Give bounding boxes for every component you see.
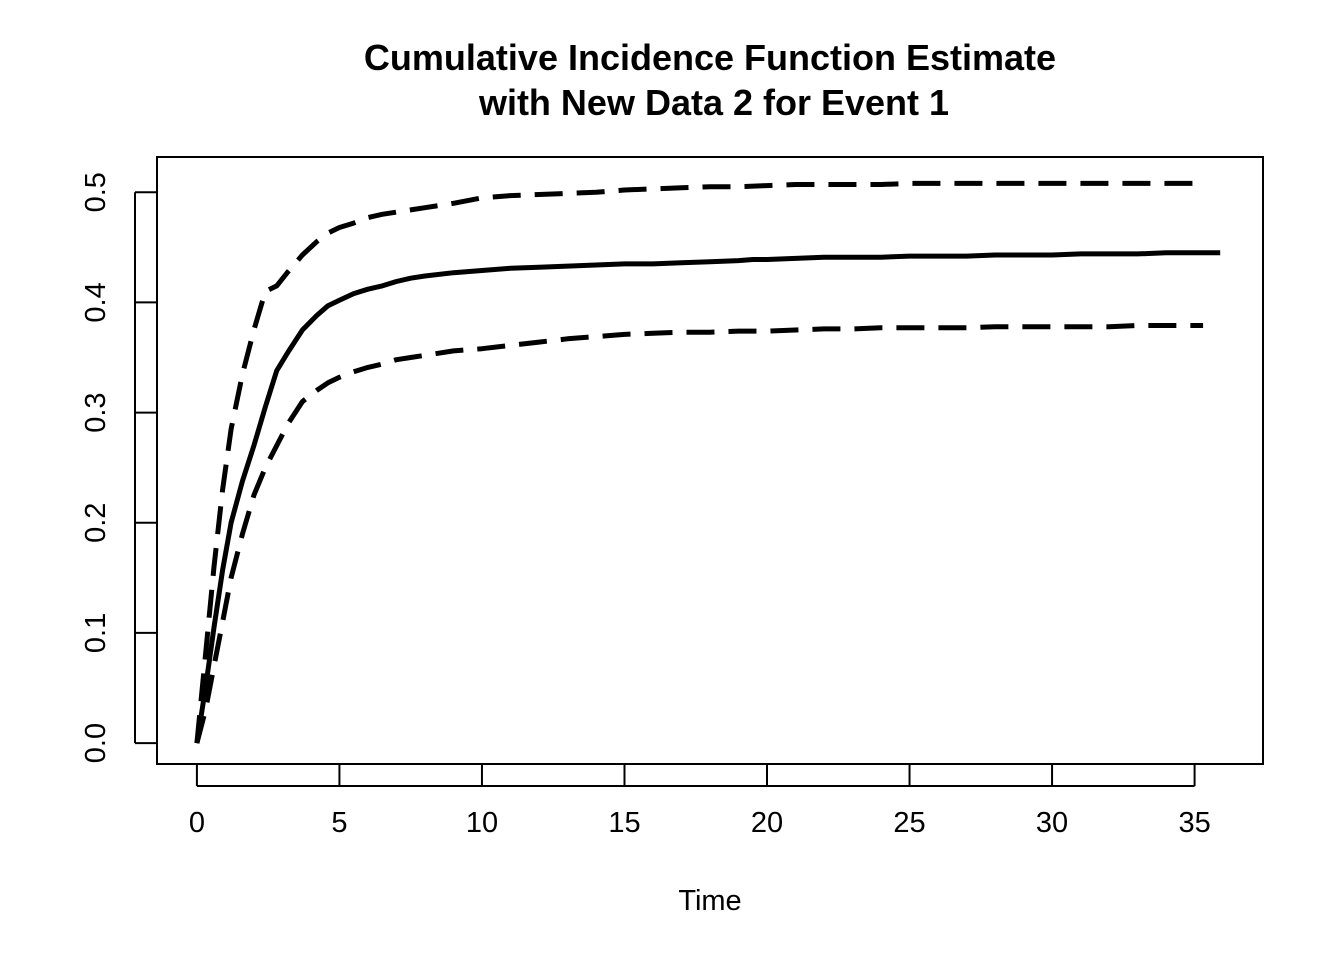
x-tick-label: 30 [1036,807,1068,839]
chart-title-line-1: Cumulative Incidence Function Estimate [364,37,1056,78]
x-tick-label: 20 [751,807,783,839]
estimate-line [194,250,1221,744]
x-tick-label: 5 [331,807,347,839]
plot-frame [156,156,1264,765]
x-axis-label: Time [678,885,741,917]
x-tick-label: 0 [189,807,205,839]
x-tick-label: 15 [608,807,640,839]
x-tick-label: 10 [466,807,498,839]
upper-bound-line [194,180,1204,744]
y-tick-label: 0.5 [80,172,112,212]
lower-bound-line [194,323,1204,744]
y-tick-label: 0.1 [80,613,112,653]
y-tick-label: 0.0 [80,723,112,763]
y-tick-label: 0.2 [80,503,112,543]
x-tick-label: 25 [893,807,925,839]
chart-title-line-2: with New Data 2 for Event 1 [478,82,949,123]
y-tick-label: 0.4 [80,282,112,322]
x-tick-label: 35 [1178,807,1210,839]
series-layer [194,180,1221,744]
y-tick-label: 0.3 [80,392,112,432]
x-axis: 0 5 10 15 20 25 30 35 [189,764,1211,839]
y-axis: 0.0 0.1 0.2 0.3 0.4 0.5 [80,172,157,763]
